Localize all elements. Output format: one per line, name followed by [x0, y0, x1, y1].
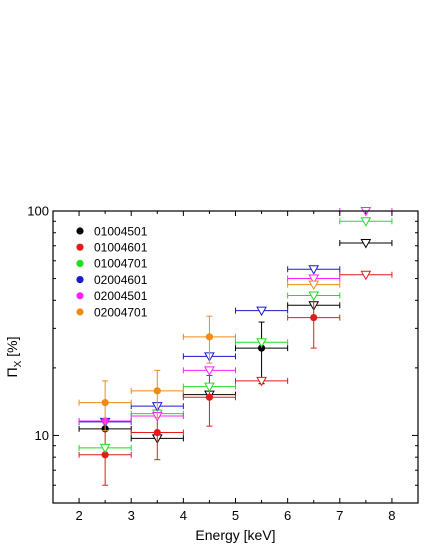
upper-limit-01004701: [99, 443, 111, 454]
legend-marker: [76, 308, 84, 316]
legend-marker: [76, 227, 84, 235]
legend-label: 02004601: [94, 273, 148, 287]
upper-limit-02004501: [308, 274, 320, 285]
x-tick-label: 5: [232, 508, 239, 523]
axes: 2 3 4 5 6 7 8 10 100: [27, 204, 419, 523]
upper-limit-02004601: [256, 306, 267, 317]
data-point-01004601: [153, 428, 161, 437]
x-tick-label: 2: [75, 508, 82, 523]
legend-label: 02004701: [94, 305, 148, 319]
y-axis-title-subscript: X: [13, 360, 24, 367]
upper-limit-01004601: [256, 376, 267, 387]
legend-marker: [76, 276, 84, 284]
legend-label: 02004501: [94, 289, 148, 303]
legend-marker: [76, 292, 84, 300]
data-point-02004701: [205, 333, 214, 341]
data-marks: [78, 207, 393, 486]
y-axis-title-main: Π: [4, 367, 20, 377]
series-02004701: [78, 280, 341, 432]
x-tick-label: 6: [284, 508, 291, 523]
y-axis-title: ΠX [%]: [4, 337, 24, 378]
legend-marker: [76, 243, 84, 251]
upper-limit-01004501: [360, 239, 372, 249]
upper-limit-01004601: [360, 270, 372, 281]
legend-marker: [76, 259, 84, 267]
y-tick-label: 100: [27, 204, 49, 219]
legend: 01004501 01004601 01004701 02004601 02004501…: [76, 224, 148, 319]
data-point-01004601: [101, 451, 109, 459]
y-axis-title-unit: [%]: [4, 337, 20, 361]
upper-limit-01004701: [256, 338, 267, 348]
legend-label: 01004601: [94, 241, 148, 255]
upper-limit-01004701: [360, 217, 372, 227]
data-point-01004601: [310, 313, 318, 322]
y-tick-label: 10: [35, 428, 49, 443]
data-point-01004501: [257, 344, 266, 352]
upper-limit-02004701: [308, 280, 320, 291]
data-point-01004601: [205, 393, 214, 401]
data-point-02004701: [153, 387, 161, 395]
upper-limit-02004601: [308, 265, 320, 275]
x-tick-label: 3: [128, 508, 135, 523]
data-point-02004701: [101, 399, 109, 407]
x-tick-label: 7: [336, 508, 343, 523]
x-tick-label: 4: [180, 508, 187, 523]
upper-limit-01004701: [308, 291, 320, 302]
upper-limit-02004501: [204, 366, 215, 376]
legend-label: 01004701: [94, 257, 148, 271]
upper-limit-01004701: [204, 382, 215, 393]
x-axis-title: Energy [keV]: [195, 527, 275, 543]
legend-label: 01004501: [94, 224, 148, 238]
x-tick-label: 8: [388, 508, 395, 523]
